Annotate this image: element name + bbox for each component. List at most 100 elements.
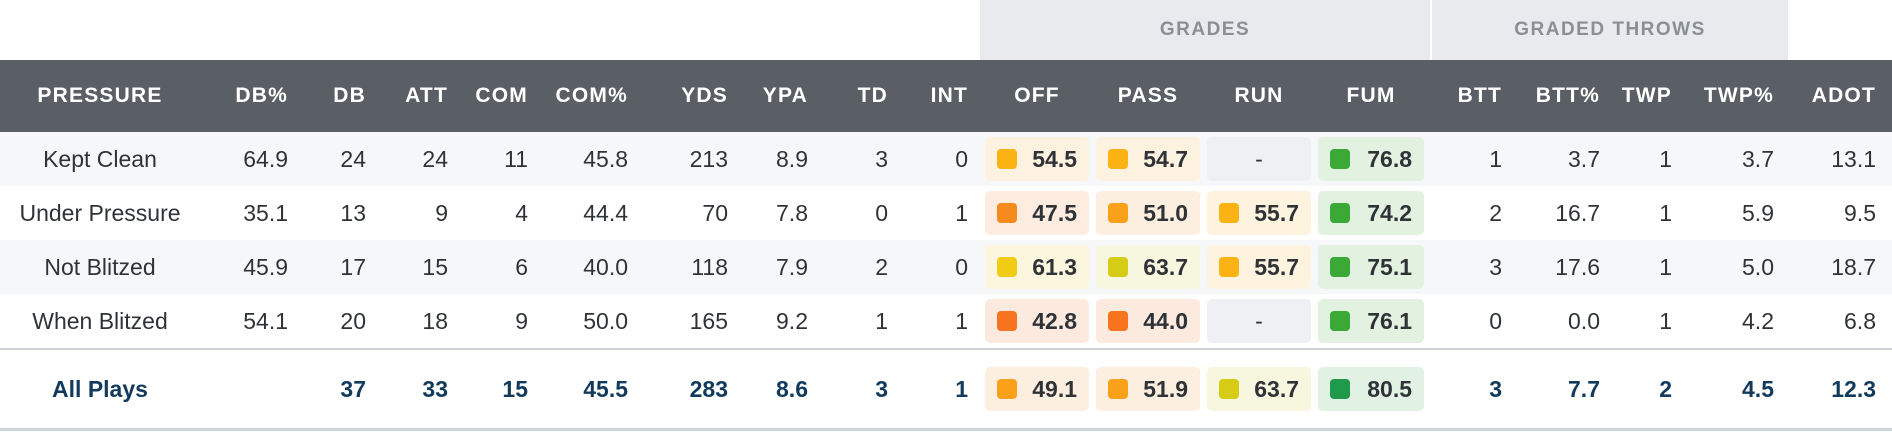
cell-btt: 0 [1489, 307, 1502, 334]
grade-value: 54.5 [1032, 145, 1077, 172]
cell-adot: 18.7 [1831, 253, 1876, 280]
grade-value: 49.1 [1032, 375, 1077, 402]
grade-value: 75.1 [1367, 253, 1412, 280]
column-header-ypa[interactable]: YPA [762, 84, 808, 107]
grade-color-indicator [1108, 379, 1128, 399]
column-header-pressure[interactable]: PRESSURE [37, 84, 163, 107]
grade-badge-fum: 80.5 [1318, 367, 1424, 411]
cell-att: 33 [422, 375, 448, 402]
column-header-yds[interactable]: YDS [681, 84, 728, 107]
grade-badge-off: 42.8 [985, 299, 1089, 343]
cell-ypa: 9.2 [776, 307, 808, 334]
cell-att: 9 [435, 199, 448, 226]
grade-badge-run: 55.7 [1207, 191, 1311, 235]
grade-badge-run: 55.7 [1207, 245, 1311, 289]
cell-adot: 13.1 [1831, 145, 1876, 172]
grade-badge-off: 47.5 [985, 191, 1089, 235]
column-header-db[interactable]: DB [333, 84, 366, 107]
column-header-com[interactable]: COM [475, 84, 528, 107]
column-header-pass[interactable]: PASS [1117, 84, 1179, 107]
cell-com: 15 [502, 375, 528, 402]
grade-badge-pass: 51.0 [1096, 191, 1200, 235]
cell-int: 1 [955, 307, 968, 334]
column-header-twp-pct[interactable]: TWP% [1703, 84, 1774, 107]
column-header-btt[interactable]: BTT [1457, 84, 1502, 107]
cell-yds: 283 [689, 375, 728, 402]
cell-db: 13 [340, 199, 366, 226]
cell-com: 6 [515, 253, 528, 280]
column-header-com-pct[interactable]: COM% [555, 84, 628, 107]
column-header-td[interactable]: TD [857, 84, 888, 107]
table-bottom-border [0, 428, 1892, 431]
grade-badge-fum: 74.2 [1318, 191, 1424, 235]
cell-db-pct: 64.9 [243, 145, 288, 172]
grade-color-indicator [997, 257, 1017, 277]
grade-color-indicator [1330, 149, 1350, 169]
grade-value: 63.7 [1143, 253, 1188, 280]
cell-btt: 3 [1489, 253, 1502, 280]
cell-td: 3 [875, 145, 888, 172]
cell-twp-pct: 5.9 [1742, 199, 1774, 226]
cell-ypa: 7.8 [776, 199, 808, 226]
cell-yds: 165 [689, 307, 728, 334]
graded-throws-group-header: GRADED THROWS [1432, 0, 1788, 60]
grade-value: 76.8 [1367, 145, 1412, 172]
cell-int: 1 [955, 199, 968, 226]
grade-value: 61.3 [1032, 253, 1077, 280]
row-label: Not Blitzed [44, 253, 156, 280]
cell-td: 1 [875, 307, 888, 334]
cell-btt: 2 [1489, 199, 1502, 226]
grade-badge-fum: 75.1 [1318, 245, 1424, 289]
cell-com-pct: 50.0 [583, 307, 628, 334]
column-header-btt-pct[interactable]: BTT% [1535, 84, 1600, 107]
cell-btt: 3 [1489, 375, 1502, 402]
cell-btt-pct: 16.7 [1555, 199, 1600, 226]
column-header-off[interactable]: OFF [1014, 84, 1060, 107]
grade-badge-run: - [1207, 299, 1311, 343]
column-header-adot[interactable]: ADOT [1811, 84, 1876, 107]
cell-td: 0 [875, 199, 888, 226]
column-header-twp[interactable]: TWP [1621, 84, 1672, 107]
grade-color-indicator [1330, 257, 1350, 277]
grade-value: 63.7 [1254, 375, 1299, 402]
cell-db-pct [200, 362, 288, 416]
column-header-bar [0, 60, 1892, 132]
cell-com-pct: 44.4 [583, 199, 628, 226]
grades-group-label: GRADES [1159, 19, 1251, 40]
cell-ypa: 7.9 [776, 253, 808, 280]
cell-btt-pct: 0.0 [1568, 307, 1600, 334]
cell-btt-pct: 7.7 [1568, 375, 1600, 402]
column-header-int[interactable]: INT [930, 84, 968, 107]
row-label: Under Pressure [19, 199, 181, 226]
cell-db: 24 [340, 145, 366, 172]
cell-int: 0 [955, 253, 968, 280]
column-header-att[interactable]: ATT [405, 84, 448, 107]
grade-color-indicator [1219, 379, 1239, 399]
cell-com-pct: 45.8 [583, 145, 628, 172]
cell-db: 17 [340, 253, 366, 280]
cell-ypa: 8.6 [776, 375, 808, 402]
column-header-db-pct[interactable]: DB% [235, 84, 288, 107]
grade-badge-fum: 76.1 [1318, 299, 1424, 343]
table-row [0, 132, 1892, 186]
cell-int: 1 [955, 375, 968, 402]
cell-btt: 1 [1489, 145, 1502, 172]
grade-value: - [1255, 145, 1263, 172]
row-label: When Blitzed [32, 307, 168, 334]
cell-twp-pct: 5.0 [1742, 253, 1774, 280]
cell-twp-pct: 4.5 [1742, 375, 1774, 402]
cell-com-pct: 40.0 [583, 253, 628, 280]
column-header-fum[interactable]: FUM [1346, 84, 1396, 107]
grade-value: 51.9 [1143, 375, 1188, 402]
cell-com-pct: 45.5 [583, 375, 628, 402]
column-header-run[interactable]: RUN [1234, 84, 1284, 107]
grade-color-indicator [1108, 203, 1128, 223]
cell-com: 11 [504, 145, 528, 172]
grade-value: 44.0 [1143, 307, 1188, 334]
grade-color-indicator [1108, 149, 1128, 169]
grades-group-header: GRADES [980, 0, 1430, 60]
grade-color-indicator [997, 203, 1017, 223]
grade-value: 54.7 [1143, 145, 1188, 172]
cell-twp: 2 [1659, 375, 1672, 402]
grade-badge-off: 61.3 [985, 245, 1089, 289]
